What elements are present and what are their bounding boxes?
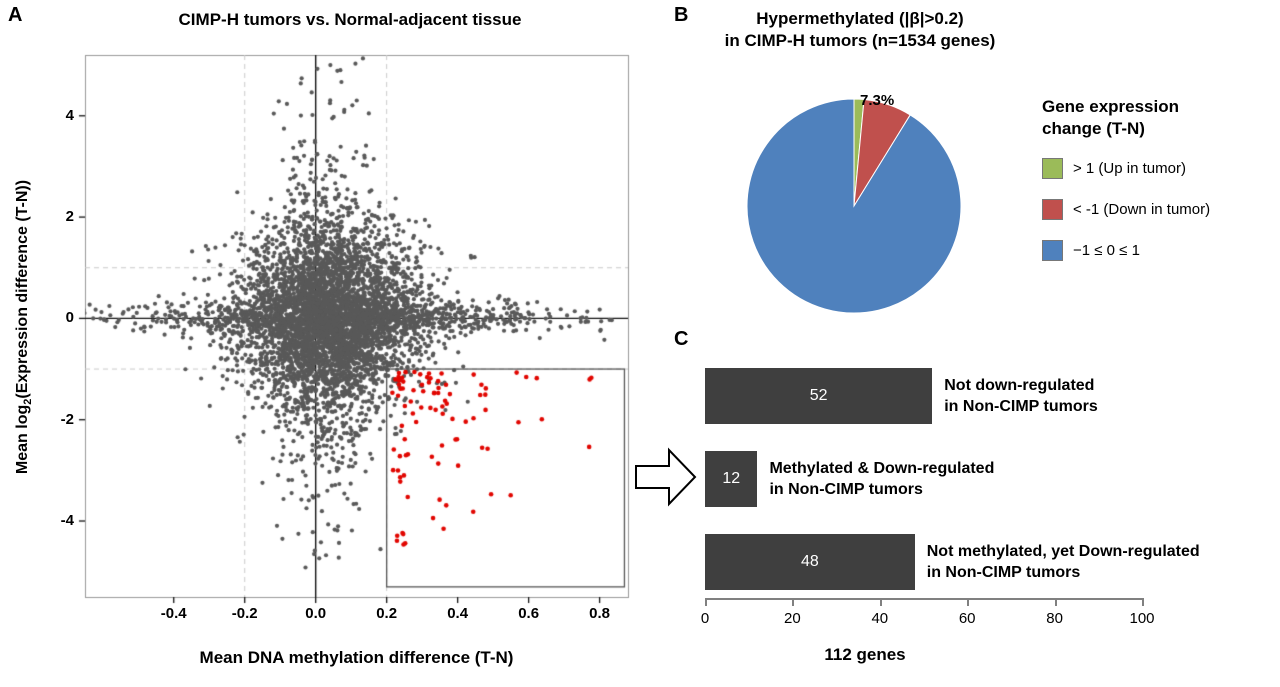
legend-title: Gene expression change (T-N): [1042, 96, 1277, 140]
scatter-y-tick-label: -4: [60, 512, 74, 530]
legend-items: > 1 (Up in tumor) < -1 (Down in tumor) −…: [1042, 158, 1277, 261]
legend-swatch-red-icon: [1042, 199, 1063, 220]
bar-row: 12 Methylated & Down-regulated in Non-CIMP…: [705, 451, 1147, 507]
bar-category-label: Methylated & Down-regulated in Non-CIMP t…: [769, 460, 995, 498]
legend-item-label: > 1 (Up in tumor): [1073, 160, 1186, 177]
scatter-x-tick-label: 0.0: [305, 605, 327, 622]
scatter-x-tick-label: 0.6: [518, 605, 540, 622]
pie-chart: [746, 98, 962, 314]
bar-axis-tick: [1054, 598, 1057, 606]
bar-x-tick-label: 100: [1129, 610, 1155, 627]
bar-category-label: Not methylated, yet Down-regulated in Non…: [926, 543, 1200, 581]
flow-arrow-icon: [635, 447, 697, 507]
panel-a-label: A: [8, 4, 23, 26]
legend-item-down: < -1 (Down in tumor): [1042, 199, 1277, 220]
bar-x-tick-label: 0: [700, 610, 710, 627]
bar-x-axis: [705, 598, 1142, 600]
bar: 12: [705, 451, 758, 507]
legend-item-neutral: −1 ≤ 0 ≤ 1: [1042, 240, 1277, 261]
pie-title: Hypermethylated (|β|>0.2) in CIMP-H tumo…: [690, 8, 1030, 52]
panel-c-label: C: [674, 328, 689, 350]
scatter-x-axis-label: Mean DNA methylation difference (T-N): [199, 648, 514, 667]
bar-axis-tick: [1142, 598, 1144, 606]
legend-item-label: −1 ≤ 0 ≤ 1: [1073, 242, 1140, 259]
scatter-plot-canvas: [0, 35, 640, 615]
scatter-x-tick-label: 0.4: [447, 605, 469, 622]
legend-title-line1: Gene expression: [1042, 97, 1180, 116]
bar-row: 48 Not methylated, yet Down-regulated in N…: [705, 534, 1200, 590]
scatter-x-tick-label: 0.8: [589, 605, 611, 622]
pie-slice-2: [746, 98, 962, 314]
bar-x-tick-label: 40: [871, 610, 889, 627]
bar-axis-tick: [879, 598, 882, 606]
panel-b-label: B: [674, 4, 689, 26]
pie-title-line1: Hypermethylated (|β|>0.2): [756, 9, 964, 28]
legend-item-label: < -1 (Down in tumor): [1073, 201, 1211, 218]
bar-row: 52 Not down-regulated in Non-CIMP tumors: [705, 368, 1147, 424]
scatter-x-tick-label: -0.4: [160, 605, 187, 622]
bar-chart: 52 Not down-regulated in Non-CIMP tumors 12…: [701, 360, 1200, 627]
bar-x-tick-label: 80: [1046, 610, 1063, 627]
legend-item-up: > 1 (Up in tumor): [1042, 158, 1277, 179]
legend-swatch-green-icon: [1042, 158, 1063, 179]
bar-axis-tick: [705, 598, 707, 606]
bar-axis-tick: [967, 598, 970, 606]
bar-value-label: 12: [722, 470, 741, 487]
bar-value-label: 52: [809, 387, 828, 404]
bar-category-label: Not down-regulated in Non-CIMP tumors: [944, 377, 1098, 415]
bar: 52: [705, 368, 933, 424]
scatter-title: CIMP-H tumors vs. Normal-adjacent tissue: [178, 10, 522, 29]
bar-x-axis-label: 112 genes: [824, 645, 906, 664]
legend-swatch-blue-icon: [1042, 240, 1063, 261]
scatter-y-tick-label: 2: [65, 208, 74, 226]
bar-x-tick-label: 60: [958, 610, 976, 627]
scatter-y-tick-label: 0: [65, 309, 74, 327]
pie-slice-data-label: 7.3%: [860, 92, 895, 109]
scatter-x-tick-label: 0.2: [376, 605, 398, 622]
legend-title-line2: change (T-N): [1042, 119, 1145, 138]
scatter-x-tick-label: -0.2: [231, 605, 258, 622]
scatter-y-tick-label: -2: [60, 410, 74, 428]
bar-axis-tick: [792, 598, 795, 606]
pie-legend: Gene expression change (T-N) > 1 (Up in …: [1042, 96, 1277, 281]
bar-x-tick-label: 20: [784, 610, 801, 627]
bar-value-label: 48: [800, 553, 819, 570]
scatter-y-tick-label: 4: [65, 106, 74, 124]
bar: 48: [705, 534, 915, 590]
pie-title-line2: in CIMP-H tumors (n=1534 genes): [724, 31, 996, 50]
